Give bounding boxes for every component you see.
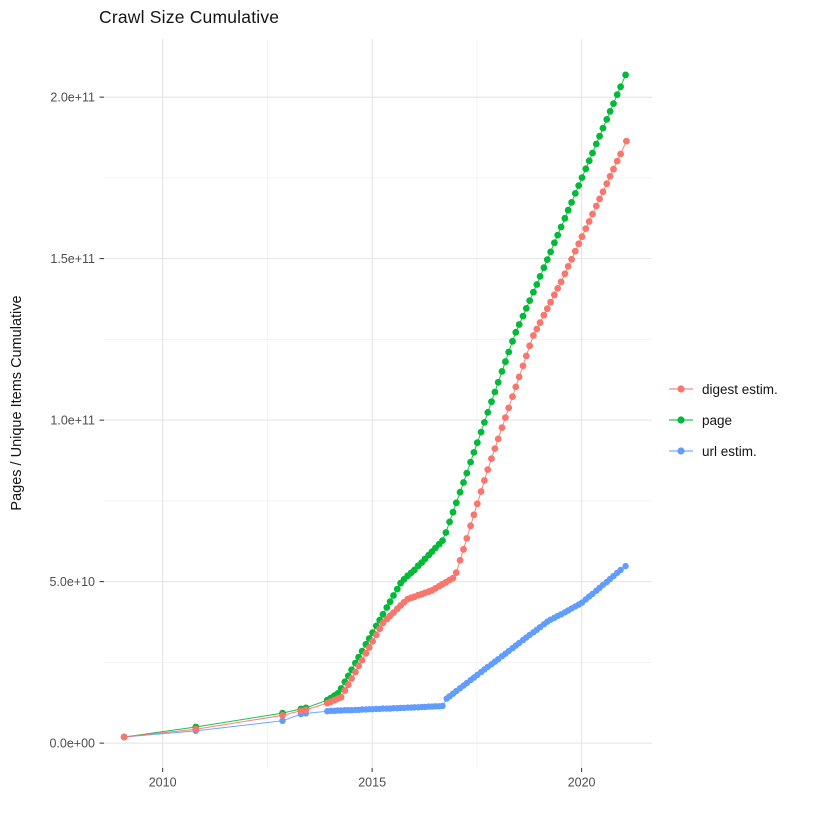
y-tick-label: 1.5e+11 (50, 252, 95, 266)
legend-item-label: page (702, 412, 733, 428)
legend-key-icon (669, 385, 693, 393)
y-tick-label: 2.0e+11 (50, 90, 95, 104)
grid-minor (104, 39, 652, 768)
legend-item-digest-estim-: digest estim. (668, 378, 778, 400)
x-tick-label: 2015 (358, 776, 386, 790)
y-axis-tick-labels: 0.0e+00 5.0e+10 1.0e+11 1.5e+11 2.0e+11 (49, 90, 95, 750)
x-axis-tick-labels: 2010 2015 2020 (149, 776, 596, 790)
series-points-url-estim- (120, 562, 629, 741)
series-points-digest-estim- (120, 137, 630, 741)
legend-key-icon (669, 416, 693, 424)
axis-ticks (99, 96, 583, 772)
y-tick-label: 5.0e+10 (49, 575, 95, 589)
x-tick-label: 2020 (568, 776, 596, 790)
legend: digest estim. page url estim. (668, 378, 778, 462)
legend-item-label: digest estim. (702, 381, 778, 397)
x-tick-label: 2010 (149, 776, 177, 790)
legend-item-page: page (668, 409, 778, 431)
y-tick-label: 1.0e+11 (50, 413, 95, 427)
legend-item-label: url estim. (702, 443, 757, 459)
panel-background (104, 39, 652, 768)
legend-key-icon (669, 447, 693, 455)
legend-item-url-estim-: url estim. (668, 440, 778, 462)
chart-title: Crawl Size Cumulative (99, 7, 280, 27)
y-tick-label: 0.0e+00 (49, 736, 95, 750)
